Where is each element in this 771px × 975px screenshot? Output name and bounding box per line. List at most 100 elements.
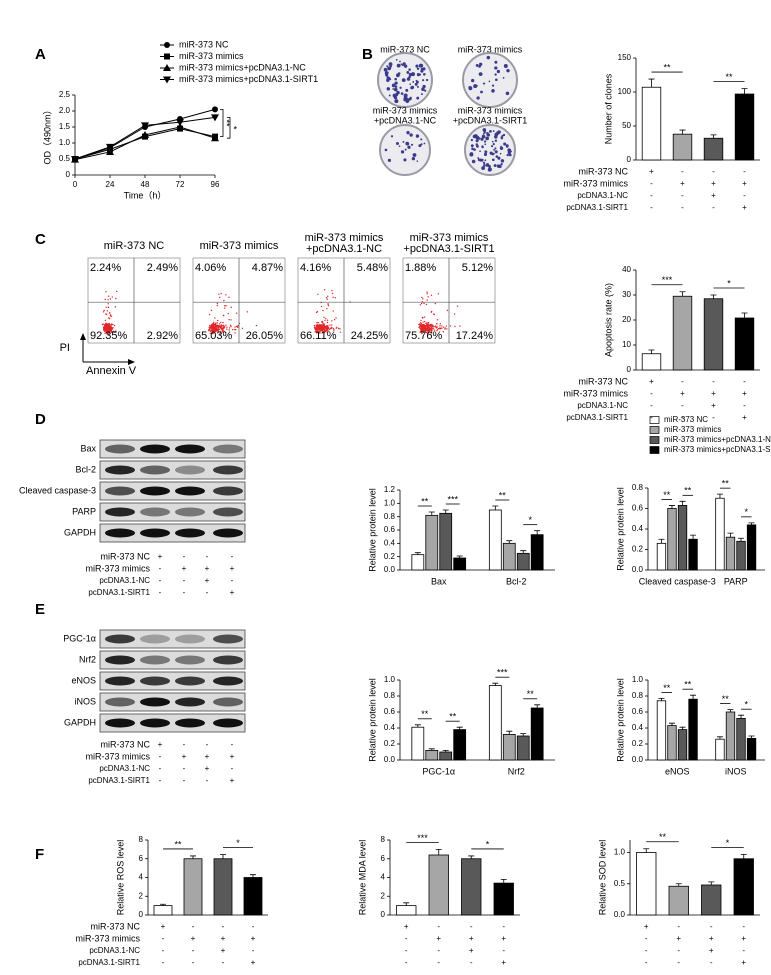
- y-axis-title: OD（490nm）: [42, 105, 52, 164]
- bar: [734, 93, 755, 161]
- bar: [439, 751, 453, 761]
- flow-event: [426, 293, 428, 295]
- colony: [502, 76, 505, 79]
- y-axis-title: Relative protein level: [367, 678, 377, 762]
- error-bar: [748, 522, 755, 525]
- flow-event: [427, 296, 429, 298]
- flow-event: [215, 325, 217, 327]
- flow-event: [110, 324, 113, 326]
- y-tick-label: 0.2: [384, 739, 396, 748]
- treatment-sign: -: [162, 958, 165, 967]
- colony: [399, 60, 401, 63]
- colony: [481, 145, 484, 148]
- row-label: miR-373 NC: [90, 921, 140, 931]
- flow-event: [220, 292, 222, 295]
- treatment-sign: +: [742, 179, 747, 188]
- error-bar: [520, 550, 527, 554]
- treatment-sign: +: [676, 934, 681, 943]
- plate: [462, 52, 518, 108]
- treatment-sign: +: [230, 588, 235, 597]
- flow-event: [324, 326, 327, 328]
- x-tick-label: PARP: [724, 576, 748, 586]
- y-tick-label: 2: [139, 891, 144, 900]
- flow-event: [431, 325, 433, 327]
- colony: [495, 155, 499, 158]
- flow-event: [109, 298, 112, 300]
- x-tick-label: Bax: [431, 576, 447, 586]
- colony: [414, 82, 418, 86]
- sig-label: **: [722, 694, 730, 704]
- treatment-sign: +: [191, 934, 196, 943]
- error-bar: [414, 552, 421, 555]
- blot-band: [175, 718, 205, 728]
- error-bar: [716, 493, 723, 499]
- bar: [453, 557, 467, 571]
- blot-band: [213, 507, 243, 517]
- flow-event: [222, 314, 225, 317]
- arrow-head: [80, 333, 86, 340]
- flow-event: [216, 326, 218, 328]
- flow-event: [234, 332, 236, 334]
- flow-event: [323, 289, 326, 291]
- treatment-sign: +: [742, 389, 747, 398]
- row-label: miR-373 NC: [578, 166, 628, 176]
- treatment-sign: +: [221, 946, 226, 955]
- flow-event: [228, 327, 231, 329]
- error-bar: [675, 883, 682, 887]
- error-bar: [738, 714, 745, 719]
- flow-event: [211, 324, 214, 327]
- colony: [491, 140, 494, 143]
- flow-event: [111, 323, 113, 325]
- flow-event: [436, 323, 438, 325]
- flow-event: [218, 333, 221, 335]
- colony: [476, 136, 478, 138]
- bar: [461, 858, 482, 916]
- colony: [494, 147, 497, 150]
- y-tick-label: 0.0: [632, 565, 644, 574]
- flow-event: [439, 328, 441, 330]
- sig-label: **: [659, 832, 667, 842]
- sig-label: *: [229, 126, 239, 130]
- flow-event: [431, 324, 433, 326]
- flow-event: [316, 327, 319, 330]
- colony: [478, 72, 483, 77]
- blot-band: [140, 486, 170, 496]
- flow-event: [222, 321, 224, 324]
- blot-strip: [99, 481, 246, 501]
- legend-marker: [164, 42, 170, 48]
- flow-event: [216, 324, 219, 327]
- treatment-sign: +: [205, 564, 210, 573]
- bar: [439, 512, 453, 571]
- flow-event: [425, 330, 427, 332]
- treatment-sign: -: [743, 401, 746, 410]
- colony: [400, 63, 403, 66]
- flow-event: [225, 324, 227, 326]
- colony: [506, 68, 510, 73]
- x-tick-label: 24: [106, 180, 115, 189]
- colony: [425, 78, 429, 82]
- flow-event: [208, 314, 211, 316]
- flow-y-label: PI: [60, 342, 70, 354]
- colony: [498, 164, 502, 169]
- sig-label: *: [528, 515, 532, 525]
- flow-event: [323, 316, 325, 319]
- y-tick-label: 0.0: [614, 910, 626, 919]
- colony: [394, 85, 398, 88]
- colony: [419, 73, 422, 76]
- treatment-sign: -: [712, 203, 715, 212]
- colony: [391, 83, 396, 88]
- flow-event: [234, 328, 236, 331]
- error-bar: [160, 903, 166, 906]
- y-tick-label: 8: [381, 835, 386, 844]
- treatment-sign: -: [162, 934, 165, 943]
- flow-event: [334, 297, 337, 299]
- colony: [422, 72, 426, 76]
- colony: [387, 158, 392, 162]
- flow-event: [331, 324, 333, 326]
- error-bar: [403, 902, 410, 906]
- point: [71, 156, 79, 163]
- flow-event: [430, 310, 433, 313]
- flow-event: [110, 315, 113, 318]
- error-bar: [520, 733, 527, 736]
- x-tick-label: 48: [141, 180, 150, 189]
